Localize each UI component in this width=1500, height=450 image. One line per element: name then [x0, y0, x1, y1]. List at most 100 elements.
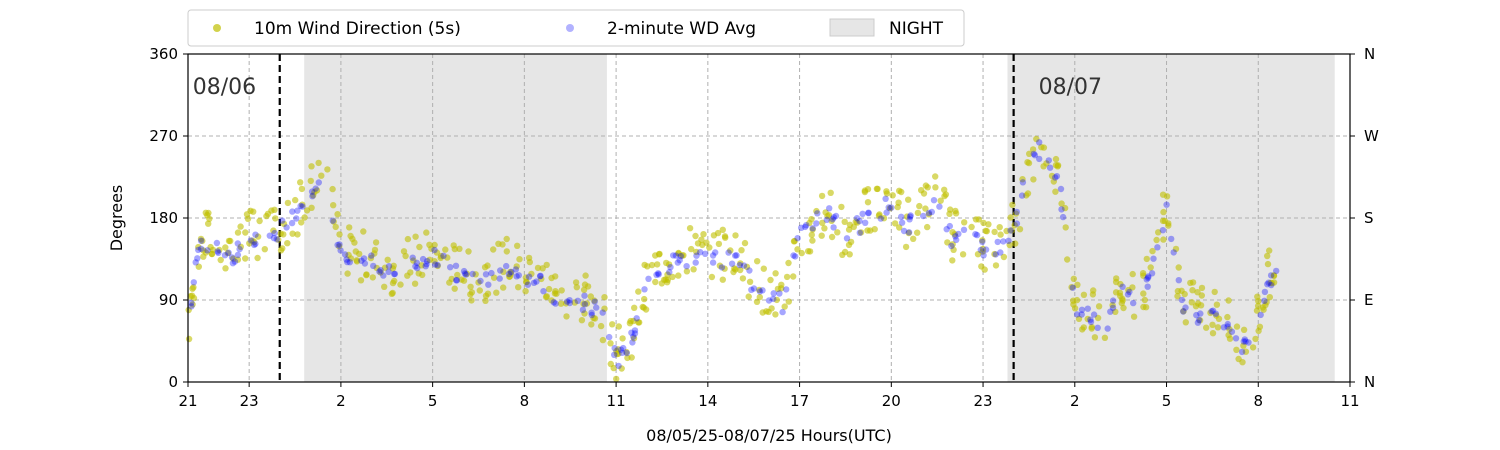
- wd-avg-point: [460, 267, 468, 275]
- wind-direction-point: [979, 245, 987, 253]
- wind-direction-point: [297, 179, 304, 186]
- right-tick-label: N: [1364, 373, 1375, 391]
- wd-avg-point: [1170, 249, 1177, 256]
- wind-direction-point: [760, 265, 767, 272]
- wind-direction-point: [332, 223, 339, 231]
- wd-avg-point: [440, 252, 447, 259]
- wind-direction-point: [456, 245, 463, 252]
- wind-direction-point: [809, 226, 816, 233]
- wind-direction-point: [886, 205, 894, 212]
- wd-avg-point: [953, 236, 960, 244]
- wind-direction-point: [1268, 280, 1276, 287]
- wind-direction-point: [495, 240, 502, 247]
- wind-direction-point: [190, 294, 198, 302]
- wind-direction-point: [889, 192, 896, 199]
- wd-avg-point: [1000, 238, 1007, 245]
- wd-avg-point: [488, 269, 495, 277]
- wd-avg-point: [907, 212, 914, 219]
- wind-direction-point: [353, 257, 360, 264]
- wind-direction-point: [1233, 323, 1241, 330]
- wind-direction-point: [1080, 324, 1088, 331]
- wind-direction-point: [234, 256, 242, 263]
- wind-direction-point: [985, 221, 992, 228]
- wind-direction-point: [732, 232, 739, 239]
- wind-direction-point: [404, 272, 411, 279]
- wd-avg-point: [653, 271, 660, 278]
- wd-avg-point: [273, 236, 280, 243]
- wind-direction-point: [500, 268, 507, 275]
- wind-direction-point: [389, 279, 397, 287]
- wd-avg-point: [779, 308, 786, 316]
- wd-avg-point: [1058, 206, 1065, 213]
- wind-direction-point: [932, 173, 939, 180]
- wd-avg-point: [234, 240, 241, 247]
- wind-direction-point: [1189, 287, 1196, 294]
- wind-direction-point: [1012, 240, 1019, 247]
- wind-direction-point: [624, 354, 631, 362]
- wd-avg-point: [882, 195, 889, 202]
- wind-direction-point: [451, 285, 458, 292]
- wind-direction-point: [516, 256, 523, 263]
- wind-direction-point: [1264, 252, 1271, 260]
- wind-direction-point: [493, 289, 500, 296]
- wd-avg-point: [725, 249, 732, 256]
- wind-direction-point: [490, 274, 498, 281]
- wd-avg-point: [829, 216, 836, 223]
- wind-direction-point: [961, 219, 968, 226]
- wd-avg-point: [972, 231, 979, 238]
- wd-avg-point: [197, 237, 205, 244]
- wd-avg-point: [1046, 164, 1054, 171]
- wind-direction-point: [1095, 303, 1103, 310]
- wd-avg-point: [385, 263, 393, 270]
- wind-direction-point: [1240, 342, 1247, 349]
- wd-avg-point: [666, 268, 673, 276]
- wind-direction-point: [808, 216, 815, 223]
- wd-avg-point: [453, 277, 461, 284]
- wd-avg-point: [341, 251, 349, 258]
- right-tick-label: W: [1364, 127, 1379, 145]
- wind-direction-point: [1090, 287, 1097, 294]
- wind-direction-point: [1006, 241, 1013, 249]
- wd-avg-point: [1168, 235, 1175, 243]
- wind-direction-point: [1226, 335, 1234, 342]
- wind-direction-point: [468, 297, 475, 304]
- wd-avg-point: [447, 264, 454, 271]
- wind-direction-point: [330, 218, 337, 225]
- wd-avg-point: [683, 263, 690, 270]
- wind-direction-point: [454, 271, 461, 279]
- wind-direction-point: [476, 287, 483, 294]
- wd-avg-point: [952, 233, 959, 240]
- wd-avg-point: [832, 212, 840, 220]
- wd-avg-point: [309, 193, 316, 200]
- wind-direction-point: [207, 243, 214, 251]
- wd-avg-point: [1265, 279, 1272, 286]
- wind-direction-point: [708, 273, 716, 281]
- wd-avg-point: [994, 238, 1001, 246]
- wind-direction-point: [1101, 334, 1109, 341]
- wd-avg-point: [1261, 297, 1268, 304]
- wd-avg-point: [898, 219, 906, 226]
- wind-direction-point: [1009, 201, 1016, 209]
- wind-direction-point: [562, 300, 570, 307]
- wind-direction-point: [1264, 260, 1272, 268]
- wind-direction-point: [237, 243, 244, 250]
- wd-avg-point: [1193, 311, 1200, 319]
- wind-direction-point: [451, 245, 458, 253]
- wd-avg-point: [1019, 179, 1027, 186]
- wind-direction-point: [200, 247, 207, 254]
- wd-avg-point: [1078, 306, 1086, 313]
- wd-avg-point: [631, 327, 639, 334]
- x-tick-label: 23: [240, 392, 259, 410]
- wd-avg-point: [1268, 281, 1275, 289]
- wd-avg-point: [288, 219, 296, 227]
- wind-direction-point: [1088, 323, 1096, 331]
- wind-direction-point: [500, 284, 507, 291]
- wind-direction-point: [914, 209, 922, 217]
- wd-avg-point: [294, 207, 301, 214]
- wind-direction-point: [1211, 288, 1218, 296]
- wd-avg-point: [620, 344, 627, 352]
- wd-avg-point: [337, 247, 344, 254]
- wind-direction-point: [839, 251, 846, 258]
- wind-direction-point: [254, 233, 262, 240]
